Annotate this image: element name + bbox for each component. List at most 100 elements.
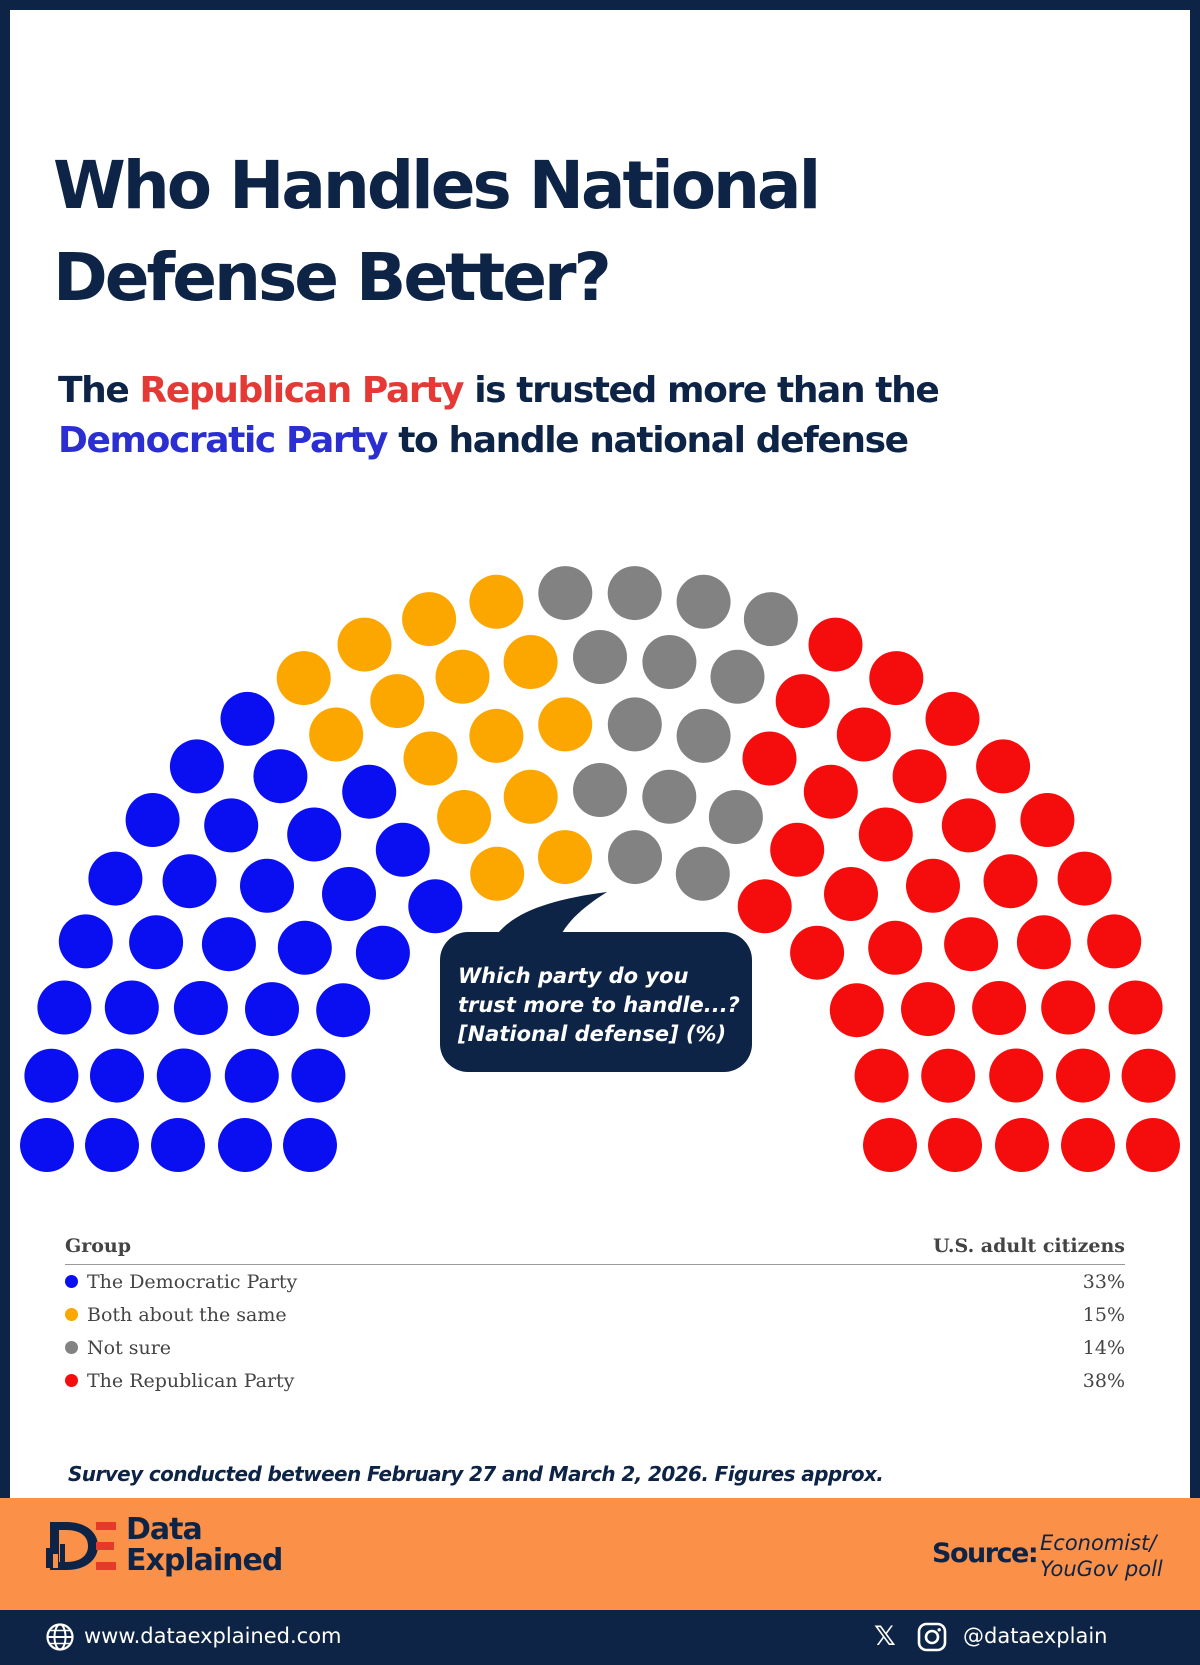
row-label: Not sure (87, 1336, 172, 1359)
seat-the-republican-party (925, 691, 980, 746)
subtitle-line-2: Democratic Party to handle national defe… (58, 416, 938, 466)
seat-the-republican-party (858, 807, 913, 862)
subtitle-mid: is trusted more than the (463, 370, 940, 411)
survey-footnote: Survey conducted between February 27 and… (68, 1462, 884, 1486)
row-value: 15% (1082, 1303, 1125, 1326)
seat-the-republican-party (995, 1118, 1049, 1172)
seat-the-democratic-party (173, 981, 228, 1035)
legend-dot-both (65, 1308, 78, 1321)
seat-both-about-the-same (469, 574, 524, 629)
col-group: Group (65, 1235, 132, 1257)
seat-the-republican-party (824, 867, 878, 921)
seat-the-republican-party (803, 764, 858, 819)
seat-the-democratic-party (240, 858, 294, 913)
social-handle[interactable]: @dataexplain (963, 1624, 1108, 1648)
seat-not-sure (608, 830, 662, 885)
seat-the-democratic-party (342, 764, 397, 819)
seat-the-democratic-party (58, 914, 113, 969)
seat-both-about-the-same (538, 697, 593, 752)
seat-not-sure (642, 769, 697, 824)
row-label: Both about the same (87, 1303, 287, 1326)
seat-the-republican-party (829, 983, 884, 1038)
source-value: Economist/ YouGov poll (1040, 1530, 1163, 1582)
seat-the-republican-party (869, 651, 924, 706)
row-label: The Democratic Party (87, 1270, 298, 1293)
seat-the-republican-party (1056, 1048, 1110, 1103)
seat-the-democratic-party (162, 854, 217, 909)
row-value: 33% (1082, 1270, 1125, 1293)
seat-the-republican-party (790, 925, 845, 980)
seat-the-republican-party (775, 674, 830, 729)
seat-the-democratic-party (245, 982, 299, 1037)
seat-the-republican-party (770, 822, 825, 877)
col-value: U.S. adult citizens (933, 1235, 1125, 1257)
seat-not-sure (743, 592, 798, 647)
seat-both-about-the-same (403, 731, 458, 786)
seat-the-democratic-party (104, 980, 159, 1035)
seat-the-democratic-party (224, 1048, 279, 1103)
table-row: The Democratic Party 33% (65, 1265, 1125, 1298)
seat-the-democratic-party (218, 1118, 272, 1172)
source-line-2: YouGov poll (1040, 1557, 1163, 1581)
table-row: The Republican Party 38% (65, 1364, 1125, 1397)
bubble-line-1: Which party do you (458, 964, 689, 988)
seat-the-democratic-party (125, 793, 180, 847)
seat-the-republican-party (892, 749, 947, 804)
seat-both-about-the-same (309, 707, 364, 762)
table-header: Group U.S. adult citizens (65, 1235, 1125, 1265)
seat-the-republican-party (1016, 915, 1071, 970)
seat-the-republican-party (1087, 914, 1142, 969)
seat-the-democratic-party (408, 879, 463, 934)
seat-not-sure (607, 697, 662, 752)
seat-the-republican-party (1020, 793, 1075, 847)
seat-the-democratic-party (220, 691, 275, 746)
row-value: 14% (1082, 1336, 1125, 1359)
seat-the-democratic-party (20, 1118, 74, 1172)
seat-the-republican-party (742, 731, 797, 786)
seat-both-about-the-same (437, 790, 492, 844)
instagram-icon[interactable] (917, 1622, 947, 1652)
seat-the-republican-party (1121, 1048, 1176, 1103)
source-label: Source: (932, 1538, 1039, 1569)
seat-the-democratic-party (169, 739, 224, 794)
row-value: 38% (1082, 1369, 1125, 1392)
legend-dot-democratic (65, 1275, 78, 1288)
seat-not-sure (710, 649, 765, 704)
seat-the-republican-party (928, 1118, 982, 1172)
website-link[interactable]: www.dataexplained.com (84, 1624, 342, 1648)
seat-not-sure (675, 846, 730, 901)
seat-the-republican-party (989, 1048, 1044, 1103)
seat-the-republican-party (1126, 1118, 1180, 1172)
seat-the-republican-party (901, 982, 955, 1037)
page-title: Who Handles National Defense Better? (53, 140, 821, 324)
seat-the-democratic-party (291, 1048, 346, 1103)
subtitle-line-1: The Republican Party is trusted more tha… (58, 366, 940, 416)
seat-the-democratic-party (283, 1118, 337, 1172)
seat-both-about-the-same (503, 769, 558, 824)
seat-not-sure (538, 566, 593, 621)
seat-the-republican-party (976, 739, 1031, 794)
subtitle: The Republican Party is trusted more tha… (58, 366, 940, 466)
seat-both-about-the-same (503, 635, 558, 689)
seat-the-democratic-party (253, 749, 308, 804)
seat-the-republican-party (941, 798, 996, 853)
seat-the-republican-party (836, 707, 891, 762)
seat-the-republican-party (921, 1048, 976, 1103)
seat-both-about-the-same (469, 708, 524, 763)
source-line-1: Economist/ (1040, 1531, 1157, 1555)
seat-not-sure (676, 574, 731, 629)
seat-not-sure (708, 790, 763, 844)
seat-the-republican-party (983, 854, 1038, 909)
seat-the-republican-party (972, 981, 1027, 1035)
seat-both-about-the-same (337, 617, 392, 672)
seat-both-about-the-same (435, 649, 490, 704)
seat-the-democratic-party (287, 807, 342, 862)
seat-not-sure (573, 763, 627, 817)
title-line-1: Who Handles National (53, 147, 821, 224)
seat-the-democratic-party (355, 925, 410, 980)
title-line-2: Defense Better? (53, 239, 612, 316)
results-table: Group U.S. adult citizens The Democratic… (65, 1235, 1125, 1397)
seat-the-republican-party (1041, 980, 1096, 1035)
footer-bar: www.dataexplained.com 𝕏 @dataexplain (0, 1610, 1200, 1665)
x-icon[interactable]: 𝕏 (874, 1621, 896, 1652)
